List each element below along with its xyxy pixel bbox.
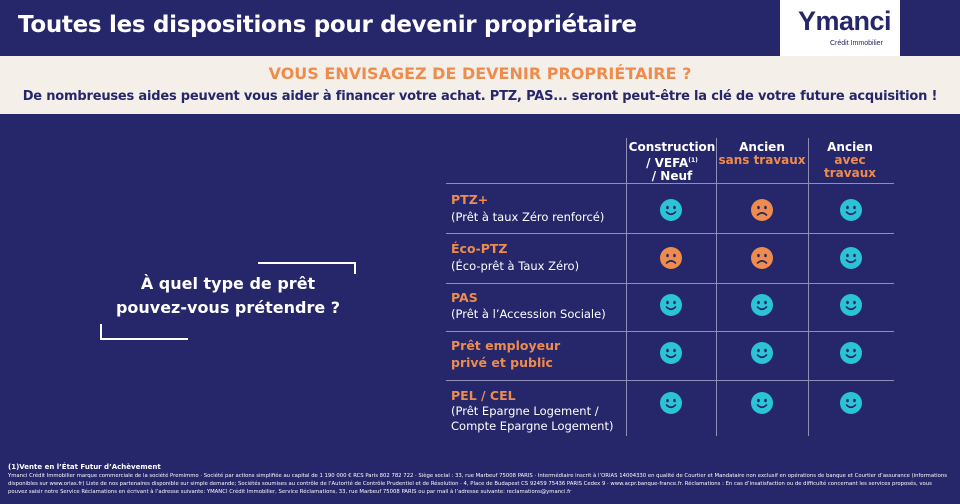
- grid-line: [446, 331, 894, 332]
- row-name-pret-employeur: Prêt employeur: [451, 338, 561, 353]
- happy-face-icon: [660, 392, 682, 414]
- happy-face-icon: [660, 342, 682, 364]
- column-header-ancien-sans: Ancien sans travaux: [716, 141, 808, 167]
- bracket-decoration: [100, 324, 102, 340]
- row-desc-eco-ptz: (Éco-prêt à Taux Zéro): [451, 259, 580, 273]
- grid-line: [808, 138, 809, 436]
- logo: Ymanci Crédit Immobilier: [780, 0, 900, 56]
- row-name-pas: PAS: [451, 290, 478, 305]
- footnote-title: (1)Vente en l’État Futur d’Achèvement: [8, 463, 161, 471]
- footnote-text: Ymanci Crédit Immobilier marque commerci…: [8, 473, 947, 495]
- bracket-decoration: [354, 262, 356, 274]
- question-block: À quel type de prêt pouvez-vous prétendr…: [100, 262, 360, 340]
- happy-face-icon: [840, 392, 862, 414]
- band-title: VOUS ENVISAGEZ DE DEVENIR PROPRIÉTAIRE ?: [268, 64, 692, 83]
- happy-face-icon: [840, 199, 862, 221]
- page-title: Toutes les dispositions pour devenir pro…: [18, 12, 637, 38]
- happy-face-icon: [660, 294, 682, 316]
- grid-line: [446, 283, 894, 284]
- happy-face-icon: [840, 247, 862, 269]
- happy-face-icon: [751, 294, 773, 316]
- column-header-line: sans travaux: [718, 153, 806, 167]
- column-header-line: Ancien: [827, 140, 873, 154]
- column-header-line: / Neuf: [651, 169, 693, 183]
- column-header-construction: Construction / VEFA(1) / Neuf: [628, 141, 716, 183]
- bracket-decoration: [100, 338, 188, 340]
- happy-face-icon: [751, 392, 773, 414]
- row-name-pret-employeur-2: privé et public: [451, 355, 553, 370]
- header: Toutes les dispositions pour devenir pro…: [0, 0, 960, 56]
- row-desc-ptz: (Prêt à taux Zéro renforcé): [451, 210, 605, 224]
- grid-line: [446, 233, 894, 234]
- logo-tagline: Crédit Immobilier: [830, 40, 883, 47]
- column-header-line: Ancien: [739, 140, 785, 154]
- sad-face-icon: [751, 199, 773, 221]
- row-name-pel-cel: PEL / CEL: [451, 388, 516, 403]
- sad-face-icon: [660, 247, 682, 269]
- question-line-1: À quel type de prêt: [140, 274, 316, 293]
- grid-line: [626, 138, 627, 436]
- happy-face-icon: [660, 199, 682, 221]
- question-line-2: pouvez-vous prétendre ?: [115, 298, 341, 317]
- logo-name: Ymanci: [798, 6, 892, 36]
- grid-line: [446, 380, 894, 381]
- row-desc-pas: (Prêt à l’Accession Sociale): [451, 307, 606, 321]
- intro-band: VOUS ENVISAGEZ DE DEVENIR PROPRIÉTAIRE ?…: [0, 56, 960, 114]
- row-name-eco-ptz: Éco-PTZ: [451, 241, 508, 256]
- column-header-line: avec travaux: [824, 153, 876, 180]
- sad-face-icon: [751, 247, 773, 269]
- column-header-ancien-avec: Ancien avec travaux: [808, 141, 892, 180]
- bracket-decoration: [258, 262, 356, 264]
- row-name-ptz: PTZ+: [451, 192, 489, 207]
- row-desc-pel-cel-2: Compte Epargne Logement): [451, 419, 614, 433]
- grid-line: [716, 138, 717, 436]
- happy-face-icon: [840, 342, 862, 364]
- row-desc-pel-cel: (Prêt Epargne Logement /: [451, 404, 599, 418]
- band-subtitle: De nombreuses aides peuvent vous aider à…: [22, 89, 938, 104]
- grid-line: [446, 183, 894, 184]
- happy-face-icon: [840, 294, 862, 316]
- column-header-line: Construction: [628, 140, 716, 154]
- happy-face-icon: [751, 342, 773, 364]
- column-header-line: / VEFA(1): [646, 156, 698, 170]
